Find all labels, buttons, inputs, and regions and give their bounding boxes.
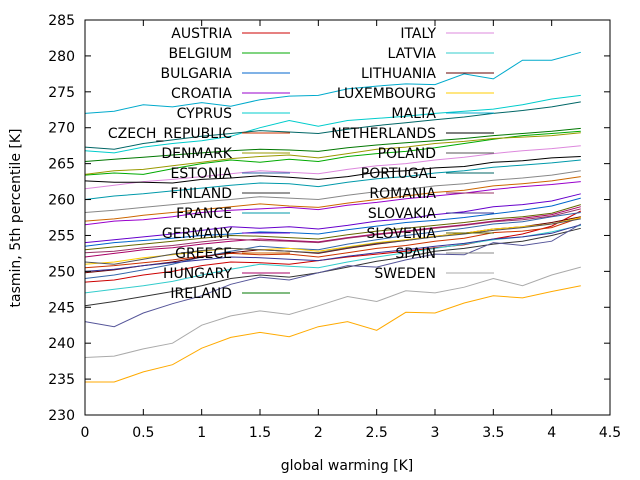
x-axis: 0 0.5 1 1.5 2 2.5 3 3.5 4 4.5 [81, 20, 621, 441]
series-line-romania [84, 208, 581, 254]
y-axis-label: tasmin, 5th percentile [K] [8, 129, 24, 308]
series-line-latvia [84, 224, 581, 294]
y-axis: 230 235 240 245 250 255 260 265 270 275 280 285 [48, 13, 610, 424]
series-line-bulgaria [84, 197, 581, 247]
y-tick-label: 280 [48, 49, 75, 65]
series-layer [84, 51, 582, 383]
legend-label: GREECE [175, 246, 232, 262]
legend-label: GERMANY [162, 226, 233, 242]
legend-label: ESTONIA [171, 166, 233, 182]
y-tick-label: 285 [48, 13, 75, 29]
series-line-ireland [84, 127, 581, 162]
x-tick-label: 2 [314, 425, 323, 441]
legend-label: FRANCE [176, 206, 232, 222]
legend-label: LATVIA [388, 46, 437, 62]
x-axis-label: global warming [K] [281, 458, 414, 474]
legend: AUSTRIA BELGIUM BULGARIA CROATIA CYPRUS CZECH… [108, 26, 494, 302]
legend-label: BELGIUM [168, 46, 232, 62]
legend-label: FINLAND [170, 186, 232, 202]
series-line-spain [84, 170, 581, 213]
x-tick-label: 4 [547, 425, 556, 441]
x-tick-label: 1.5 [249, 425, 271, 441]
legend-label: NETHERLANDS [331, 126, 436, 142]
series-line-italy [84, 145, 581, 190]
x-tick-label: 0.5 [132, 425, 154, 441]
plot-frame [84, 19, 611, 416]
y-tick-label: 265 [48, 157, 75, 173]
series-line-germany [84, 193, 581, 244]
legend-label: SPAIN [395, 246, 436, 262]
legend-label: CROATIA [171, 86, 232, 102]
y-tick-label: 245 [48, 300, 75, 316]
series-line-hungary [84, 206, 581, 258]
legend-label: MALTA [391, 106, 436, 122]
y-tick-label: 235 [48, 372, 75, 388]
y-tick-label: 270 [48, 121, 75, 137]
legend-label: SWEDEN [374, 266, 436, 282]
series-line-slovakia [84, 224, 581, 272]
x-tick-label: 2.5 [366, 425, 388, 441]
y-tick-label: 230 [48, 408, 75, 424]
x-tick-label: 1 [197, 425, 206, 441]
legend-label: PORTUGAL [361, 166, 436, 182]
series-line-unlabeled-28 [84, 223, 582, 328]
legend-label: BULGARIA [160, 66, 232, 82]
x-tick-label: 0 [81, 425, 90, 441]
series-line-france [84, 159, 581, 200]
y-tick-label: 240 [48, 336, 75, 352]
y-tick-label: 260 [48, 193, 75, 209]
legend-label: HUNGARY [163, 266, 233, 282]
legend-label: ITALY [400, 26, 436, 42]
y-tick-label: 250 [48, 264, 75, 280]
series-line-denmark [84, 132, 581, 175]
legend-label: IRELAND [170, 286, 232, 302]
legend-label: AUSTRIA [171, 26, 232, 42]
series-line-portugal [84, 101, 581, 150]
series-line-poland [84, 218, 581, 265]
legend-label: LITHUANIA [361, 66, 436, 82]
legend-label: SLOVAKIA [368, 206, 437, 222]
legend-label: POLAND [378, 146, 436, 162]
series-line-estonia [84, 212, 581, 279]
series-line-sweden [84, 266, 581, 358]
series-line-unlabeled-27 [85, 285, 581, 383]
series-line-finland [84, 227, 581, 307]
x-tick-label: 3 [431, 425, 440, 441]
series-line-croatia [84, 181, 581, 226]
legend-label: ROMANIA [369, 186, 436, 202]
series-line-slovenia [84, 204, 581, 251]
series-line-netherlands [84, 156, 581, 184]
y-tick-label: 255 [48, 228, 75, 244]
x-tick-label: 4.5 [599, 425, 621, 441]
series-line-cyprus [84, 94, 581, 154]
x-tick-label: 3.5 [482, 425, 504, 441]
legend-label: CYPRUS [177, 106, 232, 122]
legend-label: DENMARK [161, 146, 232, 162]
legend-label: LUXEMBOURG [337, 86, 436, 102]
legend-label: SLOVENIA [366, 226, 436, 242]
series-line-greece [84, 176, 581, 222]
series-line-malta [84, 51, 581, 114]
series-line-czech_republic [84, 217, 581, 269]
legend-label: CZECH_REPUBLIC [108, 126, 232, 142]
y-tick-label: 275 [48, 85, 75, 101]
